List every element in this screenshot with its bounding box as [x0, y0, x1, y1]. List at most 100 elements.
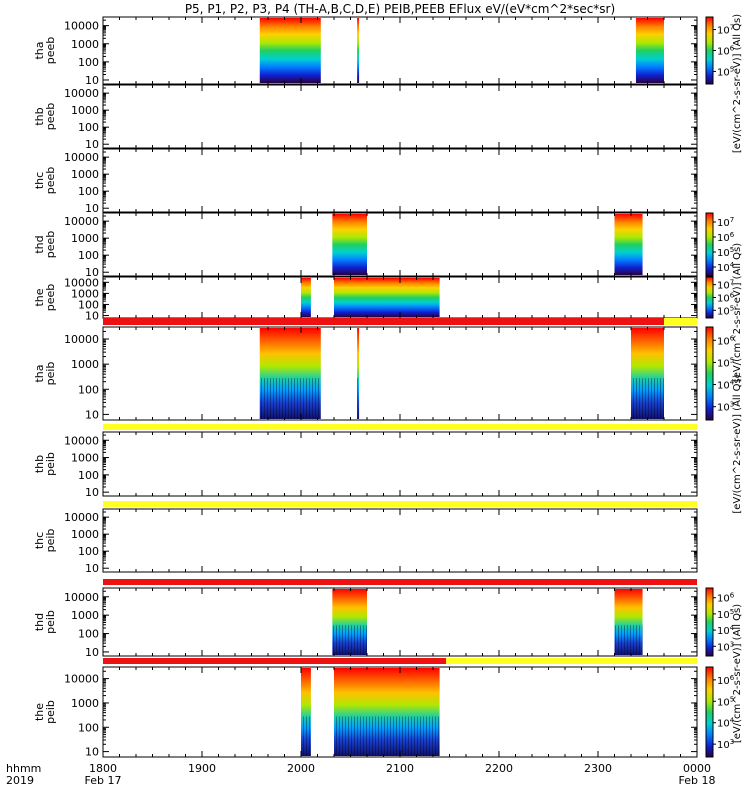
- ytick-label-the-peeb: 100: [78, 298, 99, 311]
- data-block-thd-peeb-0: [332, 214, 367, 275]
- ytick-label-the-peeb: 10000: [64, 276, 99, 289]
- panel-label-thd-peeb: peeb: [44, 231, 57, 259]
- ytick-label-thd-peeb: 100: [78, 249, 99, 262]
- xtick-label: 2200: [485, 762, 513, 775]
- ytick-label-thc-peeb: 1000: [71, 168, 99, 181]
- panel-label-thb-peib: peib: [44, 452, 57, 476]
- data-block-texture-tha-peib-1: [259, 378, 321, 419]
- ytick-label-thb-peeb: 10000: [64, 87, 99, 100]
- ytick-label-thb-peeb: 10: [85, 138, 99, 151]
- data-block-texture-the-peib-0: [301, 716, 311, 756]
- ytick-label-thd-peeb: 10: [85, 266, 99, 279]
- ytick-label-thd-peib: 100: [78, 628, 99, 641]
- panel-frame-thb-peeb: [102, 84, 698, 149]
- ytick-label-thb-peeb: 100: [78, 121, 99, 134]
- ytick-label-tha-peeb: 10000: [64, 20, 99, 33]
- panel-frame-thd-peeb: [102, 212, 698, 277]
- colorbar-title: [eV/(cm^2-s-sr-eV)] (All Qs): [732, 374, 743, 513]
- colorbar-scale-tha-peeb: [705, 16, 714, 85]
- ytick-label-the-peeb: 1000: [71, 287, 99, 300]
- ytick-label-the-peib: 100: [78, 721, 99, 734]
- xtick-label: 1900: [188, 762, 216, 775]
- panel-label-tha-peeb: tha: [33, 41, 46, 59]
- colorbar-scale-thd-peeb: [705, 212, 714, 277]
- xtick-label: 2100: [386, 762, 414, 775]
- ytick-label-tha-peeb: 1000: [71, 38, 99, 51]
- ytick-label-the-peib: 10: [85, 746, 99, 759]
- status-bar-thc-peib-0: [103, 579, 697, 585]
- x-row-label-hhmm: hhmm: [6, 762, 41, 775]
- data-block-the-peeb-2: [403, 278, 440, 317]
- status-bar-the-peeb-0: [103, 318, 664, 325]
- panel-label-tha-peib: peib: [44, 362, 57, 386]
- colorbar-tick-label-thd-peeb: 107: [717, 216, 734, 229]
- data-block-texture-the-peib-2: [403, 716, 440, 756]
- panel-label-the-peib: peib: [44, 700, 57, 724]
- data-block-tha-peeb-1: [259, 18, 321, 83]
- panel-label-thb-peeb: thb: [33, 107, 46, 125]
- panel-label-thd-peeb: thd: [33, 235, 46, 253]
- chart-title: P5, P1, P2, P3, P4 (TH-A,B,C,D,E) PEIB,P…: [185, 2, 615, 16]
- ytick-label-the-peeb: 10: [85, 310, 99, 323]
- panel-label-the-peeb: the: [33, 288, 46, 306]
- ytick-label-tha-peib: 10000: [64, 333, 99, 346]
- x-row-label-year: 2019: [6, 774, 34, 787]
- ytick-label-tha-peeb: 100: [78, 56, 99, 69]
- panel-label-thc-peib: thc: [33, 532, 46, 549]
- ytick-label-thb-peeb: 1000: [71, 104, 99, 117]
- panel-frame-thc-peib: [102, 508, 698, 573]
- ytick-label-the-peib: 10000: [64, 673, 99, 686]
- ytick-label-thb-peib: 100: [78, 469, 99, 482]
- panel-label-tha-peeb: peeb: [44, 37, 57, 65]
- colorbar-title: [eV/(cm^2-s-sr-eV)] (All Qs): [732, 14, 743, 153]
- ytick-label-thb-peib: 10: [85, 486, 99, 499]
- status-bar-thd-peib-1: [446, 658, 697, 664]
- ytick-label-tha-peib: 100: [78, 383, 99, 396]
- xtick-label: 1800: [89, 762, 117, 775]
- ytick-label-thd-peib: 1000: [71, 609, 99, 622]
- data-block-texture-thd-peib-1: [614, 625, 643, 655]
- ytick-label-thb-peib: 10000: [64, 434, 99, 447]
- panel-label-thb-peeb: peeb: [44, 103, 57, 131]
- panel-frame-tha-peeb: [102, 16, 698, 85]
- ytick-label-the-peib: 1000: [71, 697, 99, 710]
- colorbar-tick-label-thd-peeb: 106: [717, 231, 735, 244]
- ytick-label-thd-peeb: 1000: [71, 232, 99, 245]
- panel-label-thb-peib: thb: [33, 455, 46, 473]
- ytick-label-tha-peib: 1000: [71, 358, 99, 371]
- status-bar-the-peeb-1: [664, 318, 697, 325]
- ytick-label-thc-peib: 10000: [64, 511, 99, 524]
- panel-label-thc-peeb: peeb: [44, 167, 57, 195]
- data-block-the-peib-0: [301, 668, 311, 756]
- data-block-texture-thd-peib-0: [332, 625, 367, 655]
- panel-label-tha-peib: tha: [33, 364, 46, 382]
- panel-frame-tha-peib: [102, 326, 698, 421]
- ytick-label-thc-peeb: 10: [85, 202, 99, 215]
- data-block-tha-peeb-2: [357, 18, 360, 83]
- colorbar-scale-the-peib: [705, 666, 714, 758]
- data-block-texture-tha-peib-2: [357, 378, 360, 419]
- x-date-end: Feb 18: [679, 774, 716, 787]
- panel-label-thd-peib: peib: [44, 610, 57, 634]
- ytick-label-thc-peeb: 10000: [64, 151, 99, 164]
- panel-label-the-peib: the: [33, 703, 46, 721]
- colorbar-tick-label-thd-peib: 106: [717, 592, 735, 605]
- ytick-label-tha-peib: 10: [85, 408, 99, 421]
- data-block-tha-peeb-3: [635, 18, 664, 83]
- ytick-label-thc-peeb: 100: [78, 185, 99, 198]
- data-block-the-peeb-1: [334, 278, 410, 317]
- status-bar-thd-peib-0: [103, 658, 447, 664]
